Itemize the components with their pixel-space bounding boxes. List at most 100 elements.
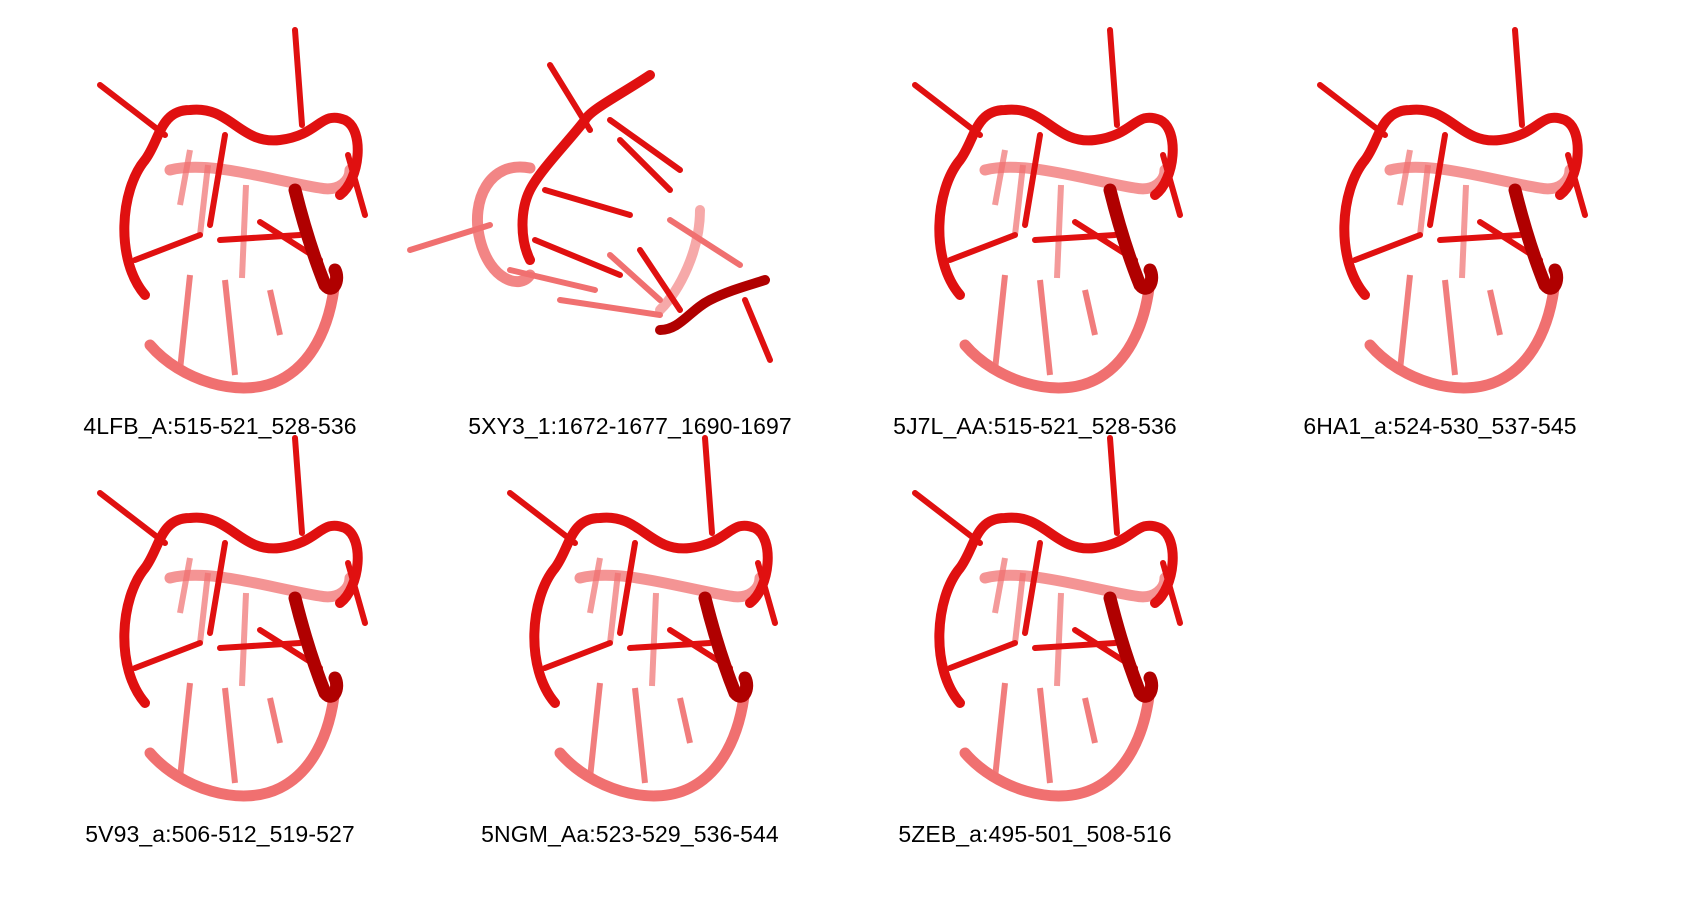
base-stick <box>1022 132 1043 228</box>
back-strand <box>979 569 1171 603</box>
front-strand <box>698 591 754 703</box>
base-stick <box>677 697 693 744</box>
backbone-strand <box>119 104 363 300</box>
structure-caption: 4LFB_A:515-521_528-536 <box>83 413 357 439</box>
base-stick <box>132 232 203 263</box>
base-stick <box>542 187 633 218</box>
bottom-strand <box>959 274 1156 394</box>
structure-caption: 5J7L_AA:515-521_528-536 <box>893 413 1177 439</box>
rna-loop-model <box>912 435 1183 802</box>
bottom-strand <box>1364 274 1561 394</box>
base-stick <box>1037 687 1053 784</box>
base-stick <box>542 640 613 671</box>
structure-caption: 5V93_a:506-512_519-527 <box>85 821 355 847</box>
base-stick <box>1160 560 1183 626</box>
base-stick <box>1442 279 1458 376</box>
base-stick <box>177 149 193 206</box>
base-stick <box>632 687 648 784</box>
backbone-strand <box>119 512 363 708</box>
base-stick <box>1012 572 1026 644</box>
base-stick <box>1082 289 1098 336</box>
base-stick <box>992 557 1008 614</box>
base-stick <box>702 435 715 536</box>
rna-structure-image <box>912 435 1183 802</box>
base-stick <box>207 540 228 636</box>
structure-panel: 5XY3_1:1672-1677_1690-1697 <box>407 10 820 450</box>
structure-caption: 5XY3_1:1672-1677_1690-1697 <box>468 413 792 439</box>
rna-structure-image <box>97 435 368 802</box>
base-stick <box>1427 132 1448 228</box>
backbone-strand <box>934 512 1178 708</box>
structure-panel: 5ZEB_a:495-501_508-516 <box>845 418 1225 858</box>
base-stick <box>267 289 283 336</box>
back-strand <box>979 161 1171 195</box>
front-strand <box>655 275 770 335</box>
structure-panel: 5NGM_Aa:523-529_536-544 <box>440 418 820 858</box>
base-stick <box>947 232 1018 263</box>
base-stick <box>222 687 238 784</box>
base-stick <box>755 560 778 626</box>
rna-structure-image <box>407 62 773 363</box>
base-stick <box>1317 82 1388 138</box>
structure-caption: 5NGM_Aa:523-529_536-544 <box>481 821 779 847</box>
front-strand <box>1103 183 1159 295</box>
back-strand <box>1384 161 1576 195</box>
base-stick <box>667 217 743 268</box>
front-strand <box>288 183 344 295</box>
base-stick <box>132 640 203 671</box>
back-strand <box>471 161 536 288</box>
base-stick <box>177 682 193 779</box>
base-stick <box>1397 274 1413 371</box>
structure-panel: 4LFB_A:515-521_528-536 <box>30 10 410 450</box>
rna-loop-model <box>1317 27 1588 394</box>
base-stick <box>345 560 368 626</box>
base-stick <box>207 132 228 228</box>
base-stick <box>1397 149 1413 206</box>
base-stick <box>607 117 683 173</box>
base-stick <box>197 164 211 236</box>
base-stick <box>617 540 638 636</box>
base-stick <box>1487 289 1503 336</box>
base-stick <box>1160 152 1183 218</box>
base-stick <box>1107 435 1120 536</box>
front-strand <box>288 591 344 703</box>
rna-open-model <box>407 62 773 363</box>
rna-loop-model <box>97 435 368 802</box>
base-stick <box>239 592 249 687</box>
base-stick <box>1022 540 1043 636</box>
base-stick <box>1037 279 1053 376</box>
base-stick <box>177 557 193 614</box>
base-stick <box>607 252 663 303</box>
back-strand <box>164 161 356 195</box>
base-stick <box>507 267 598 293</box>
structure-panel: 6HA1_a:524-530_537-545 <box>1250 10 1630 450</box>
backbone-strand <box>517 70 655 265</box>
base-stick <box>197 572 211 644</box>
base-stick <box>345 152 368 218</box>
base-stick <box>557 297 663 318</box>
rna-structure-image <box>1317 27 1588 394</box>
structure-panel: 5J7L_AA:515-521_528-536 <box>845 10 1225 450</box>
base-stick <box>1054 184 1064 279</box>
front-strand <box>1103 591 1159 703</box>
rna-loop-model <box>912 27 1183 394</box>
rna-loop-model <box>507 435 778 802</box>
rna-structure-image <box>507 435 778 802</box>
base-stick <box>992 149 1008 206</box>
base-stick <box>292 27 305 128</box>
base-stick <box>992 274 1008 371</box>
back-strand <box>164 569 356 603</box>
front-strand <box>1508 183 1564 295</box>
base-stick <box>1459 184 1469 279</box>
base-stick <box>587 682 603 779</box>
base-stick <box>912 82 983 138</box>
structure-caption: 6HA1_a:524-530_537-545 <box>1303 413 1577 439</box>
bottom-strand <box>144 274 341 394</box>
base-stick <box>1417 164 1431 236</box>
base-stick <box>239 184 249 279</box>
backbone-strand <box>1339 104 1583 300</box>
base-stick <box>1565 152 1588 218</box>
back-strand <box>655 205 705 315</box>
bottom-strand <box>144 682 341 802</box>
base-stick <box>177 274 193 371</box>
